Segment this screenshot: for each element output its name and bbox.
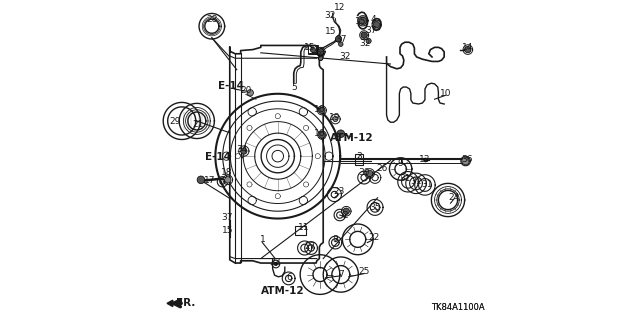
Circle shape [247,90,253,96]
Text: 20: 20 [240,86,252,95]
Text: TK84A1100A: TK84A1100A [431,303,484,312]
Text: 4: 4 [371,15,376,24]
Text: 30: 30 [358,168,370,177]
Text: 31: 31 [410,177,422,186]
Text: 17: 17 [204,176,215,185]
Text: 29: 29 [170,117,181,126]
Circle shape [339,42,343,46]
Text: 12: 12 [334,3,346,12]
Circle shape [319,107,325,114]
Circle shape [359,17,367,25]
Text: 15: 15 [223,226,234,235]
Circle shape [337,130,344,138]
Text: 15: 15 [304,43,316,52]
Circle shape [317,49,324,55]
Text: 9: 9 [397,159,403,168]
Circle shape [374,21,380,28]
Bar [295,226,306,235]
Text: 8: 8 [333,236,338,244]
Circle shape [424,158,428,162]
Text: 13: 13 [419,155,431,164]
Text: 24: 24 [449,193,460,202]
Text: 31: 31 [422,180,433,189]
Text: 32: 32 [359,39,371,48]
Text: 6: 6 [287,273,292,282]
Text: 10: 10 [440,89,451,98]
Circle shape [366,38,371,44]
Text: 7: 7 [338,270,344,279]
Text: 19: 19 [329,113,340,122]
Text: 16: 16 [314,105,325,114]
Circle shape [465,46,471,53]
Text: 2: 2 [342,211,348,220]
Text: 37: 37 [315,52,326,60]
Text: 34: 34 [236,145,247,154]
Circle shape [361,32,367,38]
Bar [308,45,317,53]
Circle shape [462,157,469,165]
Text: 32: 32 [339,52,351,61]
Text: 31: 31 [399,174,410,183]
Text: 27: 27 [305,242,316,251]
Circle shape [335,36,342,42]
Text: 3: 3 [356,152,362,161]
Circle shape [319,132,325,138]
Text: 37: 37 [365,26,377,35]
Circle shape [317,50,324,56]
Circle shape [319,56,323,60]
Text: 1: 1 [260,235,265,244]
Text: 28: 28 [206,15,218,24]
Text: 37: 37 [221,213,233,222]
Bar [308,45,318,54]
Circle shape [319,56,323,60]
Text: 25: 25 [358,267,370,276]
Text: 5: 5 [291,83,296,92]
Text: 37: 37 [335,36,346,44]
Text: 26: 26 [377,164,388,173]
Text: E-14: E-14 [205,152,230,162]
Text: 21: 21 [192,120,204,129]
Text: 22: 22 [368,233,380,242]
Text: 33: 33 [269,258,281,267]
Circle shape [367,170,372,177]
Text: 11: 11 [298,223,309,232]
Polygon shape [167,300,173,307]
Text: 32: 32 [324,11,335,20]
Circle shape [241,148,247,154]
Circle shape [225,177,231,183]
Text: 16: 16 [314,129,325,138]
Text: ATM-12: ATM-12 [261,286,305,296]
Circle shape [275,262,278,266]
Bar [355,154,364,165]
Text: FR.: FR. [176,298,195,308]
Text: 36: 36 [461,155,473,164]
Text: ATM-12: ATM-12 [330,133,373,143]
Circle shape [343,208,349,214]
Text: 18: 18 [221,168,232,177]
Text: 23: 23 [333,187,344,196]
Circle shape [333,116,338,122]
Text: 14: 14 [461,43,473,52]
Text: TK84A1100A: TK84A1100A [431,303,484,312]
Text: 15: 15 [355,17,367,26]
Circle shape [197,176,205,184]
Circle shape [310,47,316,52]
Text: E-14: E-14 [218,81,244,91]
Text: 35: 35 [369,203,381,212]
Text: 15: 15 [324,27,336,36]
